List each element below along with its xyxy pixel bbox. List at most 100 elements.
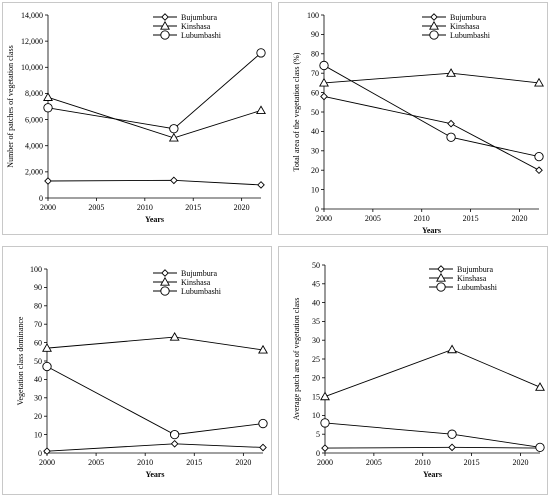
chart-total-area: 0 10 20 30 40 50 60 70 80 90 100 2000 2005 2010 2015 20… bbox=[292, 11, 544, 235]
y-tick-label: 80 bbox=[311, 50, 319, 59]
series-bujumbura bbox=[43, 439, 267, 455]
x-axis-title: Years bbox=[145, 215, 164, 224]
data-point-kinshasa bbox=[320, 391, 330, 401]
data-point-lubumbashi bbox=[534, 151, 544, 162]
x-tick-label: 2000 bbox=[317, 458, 333, 467]
data-point-lubumbashi bbox=[169, 429, 180, 440]
legend-label-lubumbashi: Lubumbashi bbox=[181, 31, 222, 40]
y-tick-label: 0 bbox=[315, 205, 319, 214]
x-tick-label: 2000 bbox=[39, 458, 55, 467]
data-point-lubumbashi bbox=[169, 124, 179, 134]
series-kinshasa bbox=[43, 92, 266, 142]
y-tick-label: 80 bbox=[34, 302, 42, 311]
y-tick-label: 0 bbox=[38, 449, 42, 458]
series-line-kinshasa bbox=[46, 336, 264, 351]
legend-marker-kinshasa bbox=[429, 20, 439, 30]
y-tick-label: 10 bbox=[34, 430, 42, 439]
x-tick-label: 2015 bbox=[463, 214, 479, 223]
legend-marker-kinshasa bbox=[160, 276, 170, 286]
legend-label-kinshasa: Kinshasa bbox=[181, 278, 211, 287]
panel-average-patch-area: 0 5 10 15 20 25 30 35 40 45 50 2000 2005 2010 2015 2020… bbox=[278, 246, 548, 495]
y-tick-label: 90 bbox=[34, 283, 42, 292]
y-tick-label: 10 bbox=[311, 185, 319, 194]
y-tick-label: 8,000 bbox=[25, 89, 43, 98]
y-tick-label: 25 bbox=[312, 355, 320, 364]
y-axis-title: Total area of the vegetation class (%) bbox=[292, 52, 301, 171]
y-tick-label: 60 bbox=[311, 88, 319, 97]
x-tick-label: 2020 bbox=[235, 458, 251, 467]
y-tick-label: 40 bbox=[311, 127, 319, 136]
series-line-lubumbashi bbox=[324, 422, 541, 448]
y-tick-label: 0 bbox=[316, 449, 320, 458]
x-axis-title: Years bbox=[422, 226, 441, 235]
y-tick-label: 50 bbox=[34, 357, 42, 366]
data-point-bujumbura bbox=[535, 166, 543, 175]
data-point-kinshasa bbox=[169, 331, 180, 341]
series-bujumbura bbox=[44, 176, 265, 189]
series-bujumbura bbox=[320, 92, 543, 175]
y-tick-label: 30 bbox=[312, 336, 320, 345]
series-line-lubumbashi bbox=[47, 52, 262, 130]
x-tick-label: 2005 bbox=[88, 203, 104, 212]
y-tick-label: 70 bbox=[311, 69, 319, 78]
x-tick-label: 2010 bbox=[137, 203, 153, 212]
legend-label-lubumbashi: Lubumbashi bbox=[450, 31, 491, 40]
panel-total-area: 0 10 20 30 40 50 60 70 80 90 100 2000 2005 2010 2015 20… bbox=[278, 2, 548, 235]
legend-marker-kinshasa bbox=[160, 20, 170, 30]
data-point-bujumbura bbox=[44, 177, 52, 185]
series-kinshasa bbox=[319, 68, 544, 87]
y-tick-label: 12,000 bbox=[21, 37, 43, 46]
legend-label-kinshasa: Kinshasa bbox=[450, 22, 480, 31]
legend-label-bujumbura: Bujumbura bbox=[181, 269, 217, 278]
series-line-kinshasa bbox=[323, 72, 540, 84]
data-point-lubumbashi bbox=[42, 361, 52, 372]
y-axis-title: Average patch area of vegetation class bbox=[292, 298, 301, 421]
y-tick-label: 20 bbox=[34, 412, 42, 421]
x-tick-label: 2020 bbox=[234, 203, 250, 212]
data-point-lubumbashi bbox=[319, 60, 329, 71]
data-point-kinshasa bbox=[535, 382, 545, 391]
data-point-kinshasa bbox=[258, 344, 268, 354]
y-tick-label: 90 bbox=[311, 30, 319, 39]
y-tick-label: 6,000 bbox=[25, 115, 43, 124]
x-tick-label: 2015 bbox=[185, 203, 201, 212]
series-lubumbashi bbox=[42, 361, 268, 440]
y-tick-label: 60 bbox=[34, 338, 42, 347]
y-tick-label: 30 bbox=[34, 394, 42, 403]
x-tick-label: 2005 bbox=[365, 214, 381, 223]
data-point-bujumbura bbox=[170, 176, 178, 185]
panel-dominance: 0 10 20 30 40 50 60 70 80 90 100 2000 2005 2010 2015 20… bbox=[2, 246, 272, 495]
legend-label-lubumbashi: Lubumbashi bbox=[181, 287, 222, 296]
data-point-kinshasa bbox=[319, 77, 329, 87]
legend-marker-bujumbura bbox=[430, 13, 438, 21]
series-line-lubumbashi bbox=[46, 366, 264, 436]
data-point-kinshasa bbox=[256, 105, 266, 115]
panel-patch-count: 0 2,000 4,000 6,000 8,000 10,000 12,000 14,000 2… bbox=[2, 2, 272, 235]
y-tick-label: 40 bbox=[34, 375, 42, 384]
series-lubumbashi bbox=[43, 48, 266, 134]
chart-dominance: 0 10 20 30 40 50 60 70 80 90 100 2000 2005 2010 2015 20… bbox=[16, 265, 268, 479]
data-point-lubumbashi bbox=[447, 429, 457, 439]
y-tick-label: 15 bbox=[312, 392, 320, 401]
legend-marker-bujumbura bbox=[161, 13, 169, 21]
x-tick-label: 2000 bbox=[316, 214, 332, 223]
legend-marker-lubumbashi bbox=[436, 282, 446, 292]
series-kinshasa bbox=[42, 331, 268, 354]
data-point-lubumbashi bbox=[256, 48, 266, 58]
data-point-bujumbura bbox=[170, 439, 179, 448]
data-point-bujumbura bbox=[447, 119, 455, 128]
chart-average-patch-area: 0 5 10 15 20 25 30 35 40 45 50 2000 2005 2010 2015 2020… bbox=[292, 261, 545, 479]
x-axis-title: Years bbox=[423, 470, 442, 479]
y-tick-label: 70 bbox=[34, 320, 42, 329]
data-point-kinshasa bbox=[447, 344, 458, 354]
legend-label-lubumbashi: Lubumbashi bbox=[457, 283, 498, 292]
x-tick-label: 2015 bbox=[186, 458, 202, 467]
x-tick-label: 2020 bbox=[511, 214, 527, 223]
x-tick-label: 2005 bbox=[366, 458, 382, 467]
y-tick-label: 35 bbox=[312, 317, 320, 326]
x-axis-title: Years bbox=[145, 470, 164, 479]
data-point-lubumbashi bbox=[535, 442, 545, 453]
